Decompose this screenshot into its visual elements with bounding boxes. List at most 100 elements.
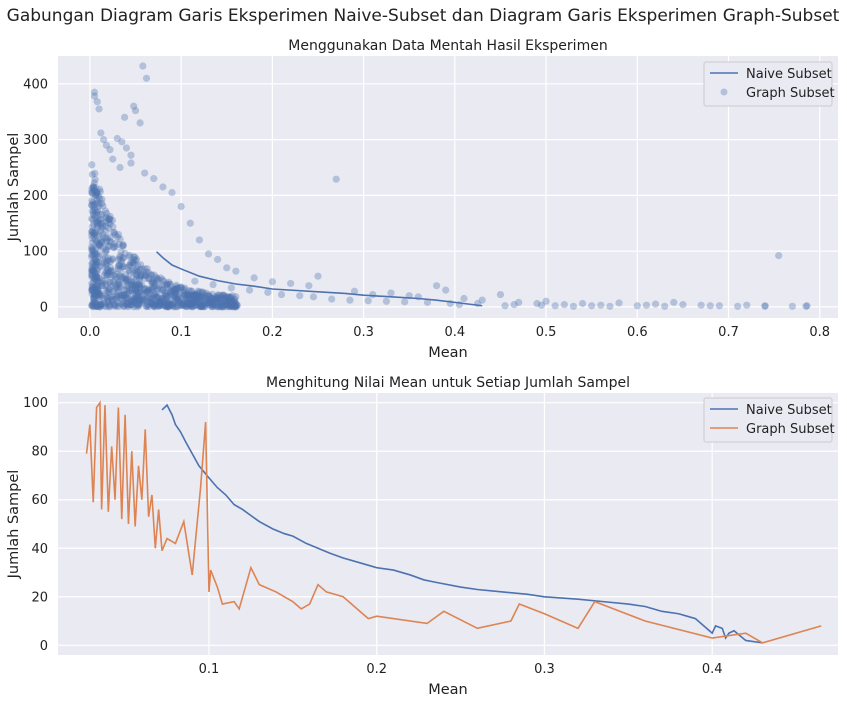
scatter-point xyxy=(130,253,138,261)
scatter-point xyxy=(144,302,153,311)
legend-label-naive: Naive Subset xyxy=(746,403,832,418)
scatter-point xyxy=(130,102,138,110)
scatter-point xyxy=(88,287,96,295)
scatter-point xyxy=(149,294,157,303)
scatter-point xyxy=(164,302,173,310)
scatter-point xyxy=(209,280,217,289)
scatter-point xyxy=(94,291,102,299)
scatter-point xyxy=(185,301,193,309)
scatter-point xyxy=(196,301,204,309)
scatter-point xyxy=(96,301,104,309)
scatter-point xyxy=(633,302,641,310)
scatter-point xyxy=(88,189,96,198)
scatter-point xyxy=(119,263,128,271)
scatter-point xyxy=(131,266,139,275)
scatter-point xyxy=(95,293,104,301)
scatter-point xyxy=(91,274,99,282)
scatter-point xyxy=(92,189,101,197)
scatter-point xyxy=(122,277,130,285)
scatter-point xyxy=(129,259,137,267)
scatter-point xyxy=(89,184,97,192)
scatter-point xyxy=(164,303,172,311)
scatter-point xyxy=(169,300,177,308)
scatter-point xyxy=(217,293,225,301)
scatter-point xyxy=(109,155,117,163)
scatter-point xyxy=(93,275,101,283)
scatter-point xyxy=(93,300,101,308)
scatter-subplot: 0.0 0.1 0.2 0.3 0.4 0.5 0.6 0.7 0.8 0 100 200 300 400… xyxy=(6,38,838,361)
scatter-point xyxy=(92,285,100,293)
scatter-point xyxy=(181,290,189,298)
scatter-point xyxy=(184,299,192,307)
scatter-point xyxy=(157,274,165,282)
scatter-point xyxy=(153,285,161,293)
scatter-point xyxy=(115,284,123,292)
scatter-point xyxy=(207,294,215,302)
scatter-point xyxy=(163,280,172,288)
scatter-point xyxy=(134,293,142,301)
scatter-point xyxy=(209,295,217,303)
scatter-point xyxy=(186,292,194,300)
scatter-point xyxy=(108,256,116,264)
scatter-point xyxy=(129,273,137,282)
scatter-point xyxy=(128,295,136,303)
scatter-point xyxy=(232,303,240,311)
scatter-point xyxy=(130,298,138,306)
scatter-point xyxy=(125,251,134,259)
x-tick-label: 0.0 xyxy=(80,325,101,340)
scatter-point xyxy=(183,302,191,310)
scatter-point xyxy=(124,275,132,284)
scatter-point xyxy=(560,301,568,309)
scatter-point xyxy=(92,279,101,287)
scatter-point xyxy=(144,287,153,295)
scatter-point xyxy=(154,294,162,302)
scatter-point xyxy=(91,255,99,264)
scatter-point xyxy=(214,302,223,310)
scatter-point xyxy=(93,273,101,281)
scatter-point xyxy=(122,282,131,291)
scatter-point xyxy=(225,299,233,307)
scatter-point xyxy=(168,291,176,299)
scatter-point xyxy=(145,288,154,297)
scatter-point xyxy=(98,210,106,218)
scatter-point xyxy=(91,184,100,192)
scatter-point xyxy=(88,279,96,288)
scatter-point xyxy=(226,301,234,309)
scatter-point xyxy=(181,291,189,299)
scatter-point xyxy=(96,263,104,271)
scatter-point xyxy=(88,227,96,235)
scatter-point xyxy=(202,292,210,300)
scatter-point xyxy=(133,301,141,309)
scatter-point xyxy=(92,270,100,278)
scatter-point xyxy=(89,264,97,272)
scatter-point xyxy=(102,227,110,236)
scatter-point xyxy=(190,291,198,299)
scatter-point xyxy=(164,299,172,307)
scatter-point xyxy=(192,292,200,300)
scatter-point xyxy=(215,291,224,299)
scatter-point xyxy=(231,303,239,311)
scatter-point xyxy=(97,242,105,250)
scatter-point xyxy=(106,271,114,279)
scatter-point xyxy=(119,290,128,298)
scatter-point xyxy=(114,230,123,239)
scatter-point xyxy=(91,268,99,276)
scatter-point xyxy=(105,302,113,310)
scatter-point xyxy=(190,291,198,300)
scatter-point xyxy=(143,294,151,302)
scatter-point xyxy=(140,295,149,304)
scatter-point xyxy=(91,290,99,298)
scatter-point xyxy=(158,294,166,302)
scatter-point xyxy=(106,293,114,301)
scatter-point xyxy=(189,291,197,299)
scatter-point xyxy=(175,298,183,306)
scatter-point xyxy=(93,289,102,297)
scatter-point xyxy=(89,220,98,228)
scatter-point xyxy=(100,259,108,267)
scatter-point xyxy=(190,297,199,306)
scatter-point xyxy=(114,299,122,307)
scatter-point xyxy=(115,261,124,269)
scatter-point xyxy=(109,267,117,275)
scatter-point xyxy=(501,302,509,310)
scatter-point xyxy=(120,292,128,300)
